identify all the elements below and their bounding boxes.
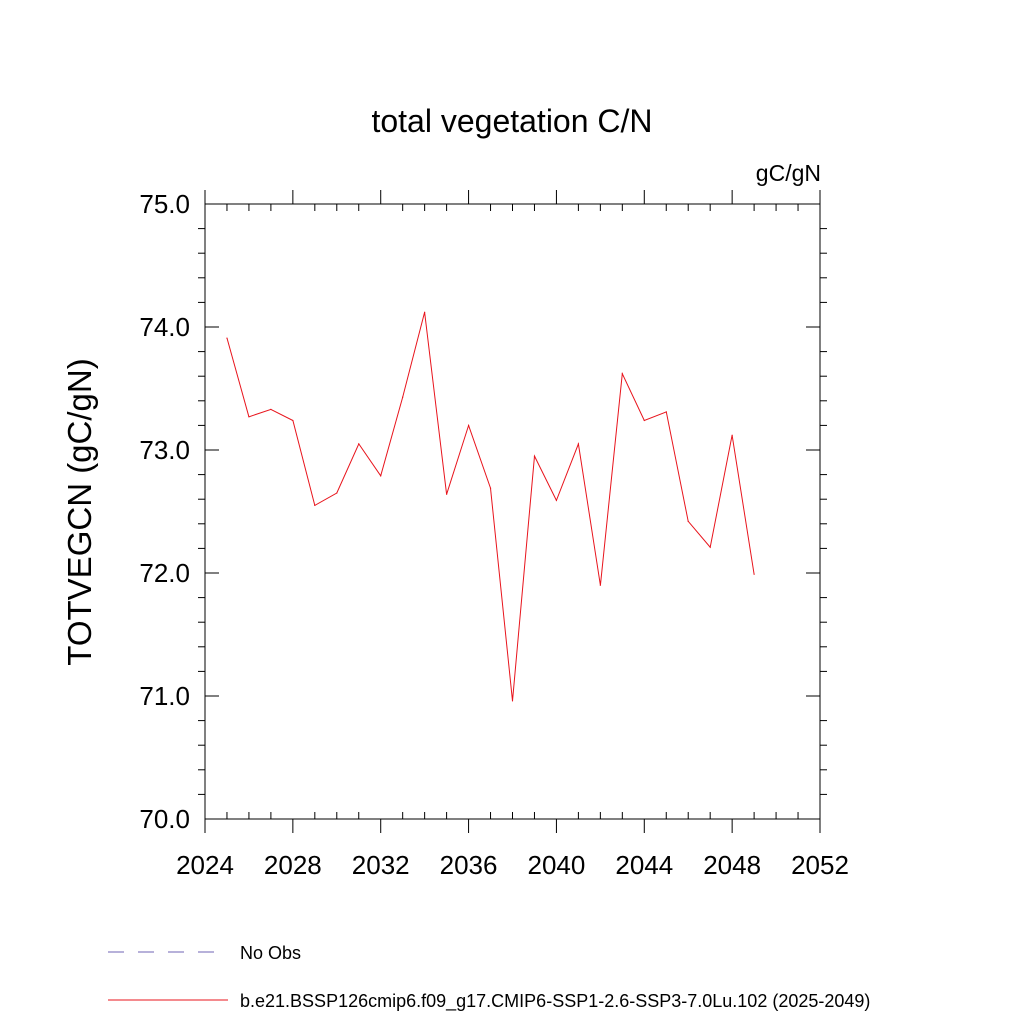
data-point xyxy=(292,419,294,422)
y-tick-label: 72.0 xyxy=(139,558,190,588)
chart-title: total vegetation C/N xyxy=(371,103,652,139)
legend-label: No Obs xyxy=(240,943,301,963)
y-tick-label: 70.0 xyxy=(139,804,190,834)
y-tick-label: 74.0 xyxy=(139,312,190,342)
x-tick-label: 2032 xyxy=(352,850,410,880)
series-layer xyxy=(226,311,755,702)
data-point xyxy=(577,443,579,445)
data-point xyxy=(424,311,426,313)
units-label: gC/gN xyxy=(756,160,821,186)
data-point xyxy=(511,700,514,702)
x-tick-label: 2024 xyxy=(176,850,234,880)
data-point xyxy=(665,411,667,413)
legend: No Obs b.e21.BSSP126cmip6.f09_g17.CMIP6-S… xyxy=(108,943,870,1012)
data-point xyxy=(446,493,448,495)
data-point xyxy=(643,419,645,422)
data-point xyxy=(314,504,316,506)
x-tick-label: 2048 xyxy=(703,850,761,880)
x-tick-label: 2036 xyxy=(440,850,498,880)
x-tick-label: 2052 xyxy=(791,850,849,880)
y-tick-label: 75.0 xyxy=(139,189,190,219)
data-point xyxy=(489,487,492,489)
x-tick-label: 2040 xyxy=(528,850,586,880)
data-point xyxy=(226,337,228,339)
data-point xyxy=(621,373,623,375)
data-point xyxy=(533,455,536,457)
plot-frame xyxy=(204,203,821,820)
data-point xyxy=(687,520,689,522)
axis-ticks: 2024 2028 2032 2036 2040 2044 2048 2052 70.0 71.0… xyxy=(139,189,849,880)
data-point xyxy=(731,434,733,436)
data-point xyxy=(380,475,382,477)
legend-label: b.e21.BSSP126cmip6.f09_g17.CMIP6-SSP1-2.… xyxy=(240,991,870,1012)
data-point xyxy=(555,499,558,502)
data-point xyxy=(467,424,470,426)
data-point xyxy=(358,443,360,445)
series-line-0 xyxy=(226,312,755,701)
data-point xyxy=(248,416,250,418)
data-point xyxy=(336,492,338,494)
y-tick-label: 71.0 xyxy=(139,681,190,711)
data-point xyxy=(709,546,711,548)
data-point xyxy=(753,573,755,575)
x-tick-label: 2028 xyxy=(264,850,322,880)
data-point xyxy=(402,396,404,398)
data-point xyxy=(599,584,601,586)
data-point xyxy=(270,408,272,411)
y-tick-label: 73.0 xyxy=(139,435,190,465)
x-tick-label: 2044 xyxy=(615,850,673,880)
y-axis-label: TOTVEGCN (gC/gN) xyxy=(61,358,98,665)
